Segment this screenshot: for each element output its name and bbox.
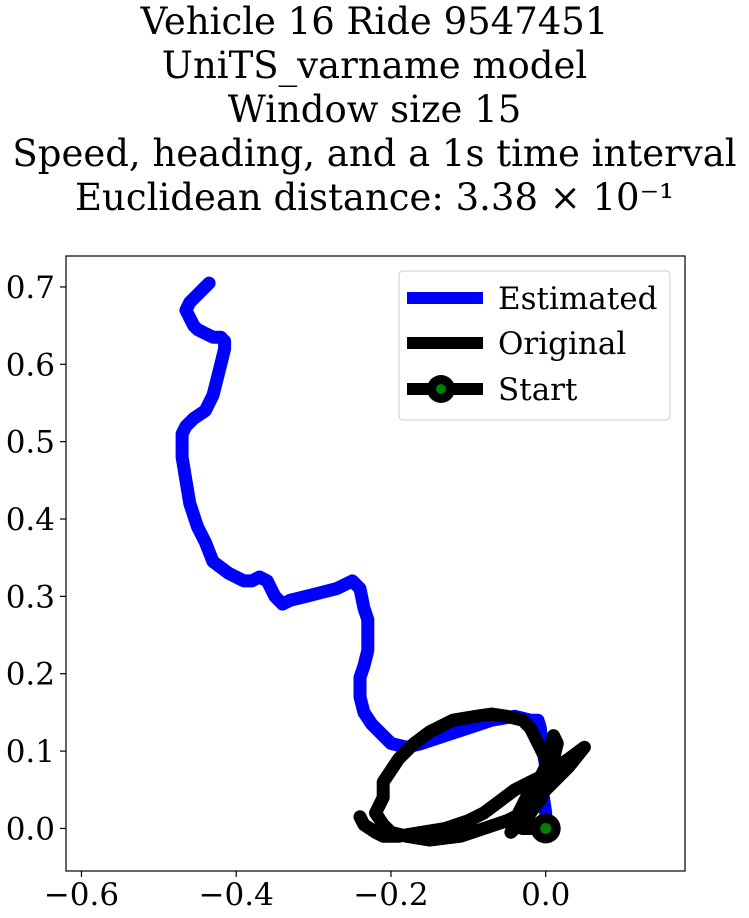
title-line-2: UniTS_varname model — [161, 44, 588, 87]
legend-label-original: Original — [498, 326, 626, 362]
legend-box — [398, 270, 671, 421]
y-tick-label: 0.3 — [6, 579, 55, 615]
x-tick-label: 0.0 — [521, 877, 570, 913]
y-tick-label: 0.5 — [6, 425, 55, 461]
y-tick-label: 0.7 — [6, 270, 55, 306]
legend-swatch-start-dot — [436, 384, 446, 394]
plot-frame — [65, 255, 686, 872]
x-tick-label: −0.6 — [44, 877, 119, 913]
series-line-estimated — [175, 276, 553, 835]
y-tick-label: 0.4 — [6, 502, 55, 538]
chart-title: Vehicle 16 Ride 9547451 UniTS_varname mo… — [0, 0, 749, 220]
legend: Estimated Original Start — [398, 270, 671, 421]
y-tick-label: 0.6 — [6, 347, 55, 383]
y-tick-label: 0.1 — [6, 734, 55, 770]
legend-label-estimated: Estimated — [498, 281, 657, 317]
title-line-5: Euclidean distance: 3.38 × 10⁻¹ — [75, 176, 674, 219]
start-marker-center — [540, 822, 552, 834]
series-line-original — [353, 707, 591, 847]
legend-label-start: Start — [498, 372, 578, 408]
axes-layer: −0.6 −0.4 −0.2 0.0 0.0 0.1 0.2 0.3 0.4 0.5 0.6 0.7 — [6, 270, 571, 913]
y-tick-label: 0.2 — [6, 657, 55, 693]
y-tick-label: 0.0 — [6, 811, 55, 847]
title-line-3: Window size 15 — [227, 88, 522, 131]
series-layer — [175, 276, 591, 847]
x-tick-label: −0.4 — [199, 877, 274, 913]
x-tick-label: −0.2 — [353, 877, 428, 913]
title-line-1: Vehicle 16 Ride 9547451 — [140, 0, 609, 43]
title-line-4: Speed, heading, and a 1s time interval — [12, 132, 737, 175]
